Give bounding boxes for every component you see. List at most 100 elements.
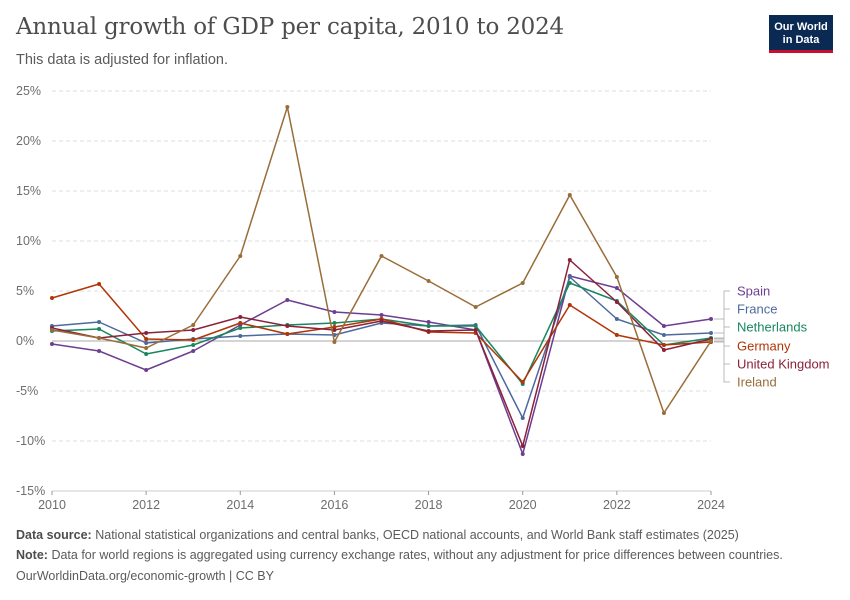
data-point-ireland [473, 305, 478, 309]
data-point-united-kingdom [567, 258, 572, 262]
y-tick-label: 5% [16, 284, 34, 298]
chart-title: Annual growth of GDP per capita, 2010 to… [16, 14, 564, 40]
data-source-label: Data source: [16, 528, 92, 542]
data-point-germany [661, 343, 666, 347]
data-point-france [520, 416, 525, 420]
data-point-ireland [332, 340, 337, 344]
x-tick-label: 2022 [603, 498, 631, 512]
x-tick-label: 2024 [697, 498, 725, 512]
data-point-united-kingdom [614, 300, 619, 304]
data-point-spain [144, 368, 149, 372]
legend-connector [714, 338, 730, 365]
data-point-france [97, 320, 102, 324]
legend-connector [714, 340, 730, 383]
y-tick-label: 10% [16, 234, 41, 248]
y-tick-label: 15% [16, 184, 41, 198]
data-point-ireland [50, 328, 54, 332]
data-point-united-kingdom [144, 331, 149, 335]
legend-label-united-kingdom[interactable]: United Kingdom [737, 357, 830, 372]
y-tick-label: 20% [16, 134, 41, 148]
legend-connector [714, 341, 730, 347]
data-point-france [238, 334, 243, 338]
data-point-germany [238, 321, 243, 325]
data-point-united-kingdom [191, 328, 196, 332]
data-point-spain [50, 342, 54, 346]
y-tick-label: -15% [16, 484, 45, 498]
line-chart: -15% -10% -5% 0% 5% 10% 15% 20% 25% 2010 2012 2014 2… [16, 84, 830, 512]
data-point-spain [709, 317, 713, 321]
data-point-germany [614, 333, 619, 337]
data-point-netherlands [97, 327, 102, 331]
data-point-united-kingdom [238, 315, 243, 319]
y-tick-label: -5% [16, 384, 38, 398]
data-point-germany [97, 282, 102, 286]
data-point-ireland [567, 193, 572, 197]
data-point-ireland [426, 279, 431, 283]
data-point-netherlands [191, 343, 196, 347]
data-point-united-kingdom [661, 348, 666, 352]
y-tick-label: 0% [16, 334, 34, 348]
data-point-netherlands [238, 326, 243, 330]
data-point-ireland [709, 339, 713, 343]
data-point-ireland [97, 336, 102, 340]
legend-label-spain[interactable]: Spain [737, 284, 770, 299]
data-point-ireland [144, 346, 149, 350]
data-point-germany [520, 380, 525, 384]
data-point-spain [379, 313, 384, 317]
data-point-united-kingdom [426, 329, 431, 333]
data-point-ireland [520, 281, 525, 285]
data-point-netherlands [144, 352, 149, 356]
legend-connector [714, 308, 730, 334]
owid-logo[interactable]: Our World in Data [769, 15, 833, 53]
legend-label-ireland[interactable]: Ireland [737, 375, 777, 390]
data-point-united-kingdom [285, 324, 290, 328]
x-tick-label: 2014 [226, 498, 254, 512]
data-point-ireland [285, 105, 290, 109]
data-point-spain [285, 298, 290, 302]
data-point-germany [191, 338, 196, 342]
data-point-germany [50, 296, 54, 300]
data-point-spain [520, 452, 525, 456]
data-point-france [661, 333, 666, 337]
data-point-united-kingdom [379, 319, 384, 323]
logo-line-2: in Data [782, 34, 820, 46]
data-point-ireland [191, 323, 196, 327]
data-point-ireland [614, 275, 619, 279]
data-point-united-kingdom [520, 444, 525, 448]
data-point-united-kingdom [473, 328, 478, 332]
legend-connector [714, 326, 730, 339]
data-point-germany [332, 325, 337, 329]
legend-label-germany[interactable]: Germany [737, 339, 791, 354]
x-tick-label: 2020 [509, 498, 537, 512]
note-label: Note: [16, 548, 48, 562]
x-tick-label: 2016 [321, 498, 349, 512]
y-tick-label: 25% [16, 84, 41, 98]
data-point-germany [285, 332, 290, 336]
data-point-netherlands [567, 281, 572, 285]
data-point-netherlands [332, 321, 337, 325]
legend-label-france[interactable]: France [737, 302, 777, 317]
data-point-france [567, 275, 572, 279]
x-tick-label: 2018 [415, 498, 443, 512]
data-point-netherlands [426, 324, 431, 328]
data-point-ireland [379, 254, 384, 258]
data-point-france [144, 341, 149, 345]
data-point-spain [614, 286, 619, 290]
legend-connector [714, 290, 730, 320]
data-point-germany [144, 337, 149, 341]
chart-subtitle: This data is adjusted for inflation. [16, 52, 228, 68]
chart-note: Note: Data for world regions is aggregat… [16, 548, 783, 562]
source-url[interactable]: OurWorldinData.org/economic-growth | CC … [16, 569, 274, 583]
data-point-ireland [661, 411, 666, 415]
data-point-ireland [238, 254, 243, 258]
x-tick-label: 2012 [132, 498, 160, 512]
data-point-spain [191, 349, 196, 353]
data-point-spain [97, 349, 102, 353]
x-tick-label: 2010 [38, 498, 66, 512]
data-point-united-kingdom [332, 328, 337, 332]
logo-line-1: Our World [774, 21, 828, 33]
data-point-france [709, 331, 713, 335]
series-line-spain [51, 275, 712, 455]
series-line-ireland [51, 106, 712, 414]
legend-label-netherlands[interactable]: Netherlands [737, 320, 808, 335]
